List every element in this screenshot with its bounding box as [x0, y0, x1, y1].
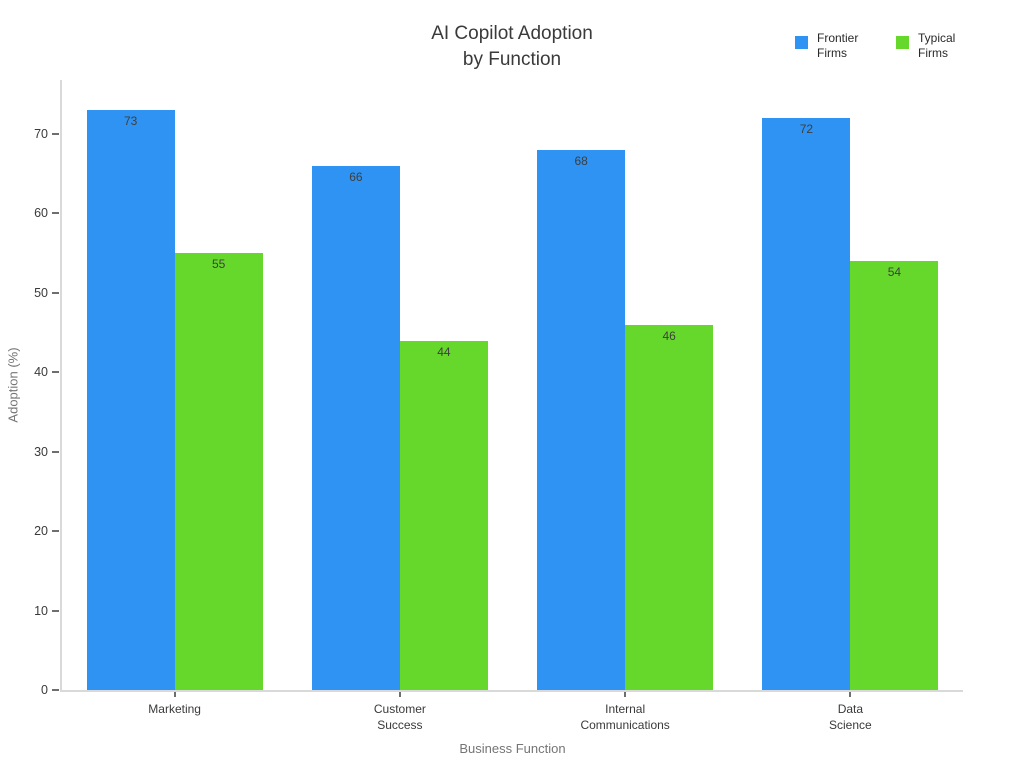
chart-title: AI Copilot Adoption by Function: [431, 23, 593, 70]
x-axis-line: [60, 690, 963, 692]
legend-item-frontier-firms: Frontier Firms: [795, 31, 869, 61]
bar-value-label-frontier-firms-marketing: 73: [123, 114, 138, 129]
legend-label-frontier: Frontier Firms: [817, 31, 859, 60]
bar-value-label-typical-firms-customer-success: 44: [437, 344, 451, 359]
bar-value-label-typical-firms-data-science: 54: [887, 265, 902, 280]
y-tick-label-20: 20: [34, 524, 48, 539]
bar-typical-firms-internal-communications: 46: [625, 324, 714, 690]
y-tick-mark-30: [52, 450, 59, 453]
x-tick-label-marketing: Marketing: [148, 702, 201, 716]
x-tick-label-customer-success: Customer Success: [373, 702, 426, 732]
y-tick-label-60: 60: [34, 206, 48, 221]
bar-value-label-frontier-firms-data-science: 72: [799, 122, 814, 137]
y-tick-label-30: 30: [34, 444, 48, 459]
bar-value-label-frontier-firms-internal-communications: 68: [574, 153, 588, 168]
bar-frontier-firms-customer-success: 66: [311, 165, 400, 690]
y-tick-label-0: 0: [41, 683, 48, 697]
bar-value-label-frontier-firms-customer-success: 66: [349, 169, 363, 184]
y-tick-label-40: 40: [34, 365, 48, 380]
y-axis-title: Adoption (%): [5, 347, 21, 423]
legend-swatch-frontier-icon: [795, 36, 808, 49]
x-tick-mark-internal-communications: [624, 692, 627, 697]
legend-item-typical-firms: Typical Firms: [896, 31, 970, 61]
x-tick-label-internal-communications: Internal Communications: [580, 702, 670, 732]
bar-typical-firms-data-science: 54: [850, 261, 939, 690]
y-tick-label-70: 70: [34, 127, 48, 142]
y-axis-line: [60, 80, 62, 692]
x-tick-label-data-science: Data Science: [829, 702, 872, 732]
plot-area: 73 55 Marketing 66 44 Customer Success 68 46 Int…: [34, 80, 963, 732]
legend-label-typical: Typical Firms: [918, 31, 956, 60]
y-tick-mark-0: [52, 689, 59, 691]
y-tick-mark-20: [52, 530, 59, 533]
bar-frontier-firms-data-science: 72: [762, 118, 851, 690]
bar-value-label-typical-firms-internal-communications: 46: [662, 328, 676, 343]
bar-value-label-typical-firms-marketing: 55: [211, 257, 226, 272]
y-tick-mark-10: [52, 609, 59, 612]
bar-frontier-firms-marketing: 73: [86, 110, 175, 690]
x-tick-mark-customer-success: [398, 692, 401, 697]
x-axis-title: Business Function: [459, 741, 566, 756]
y-tick-label-50: 50: [34, 285, 48, 300]
bar-typical-firms-customer-success: 44: [399, 340, 488, 690]
x-tick-mark-data-science: [849, 692, 852, 697]
y-tick-mark-40: [52, 371, 59, 374]
y-tick-label-10: 10: [34, 603, 48, 618]
legend-swatch-typical-icon: [896, 36, 909, 49]
bar-frontier-firms-internal-communications: 68: [537, 149, 626, 690]
y-tick-mark-60: [52, 212, 59, 215]
legend: Frontier Firms Typical Firms: [795, 31, 970, 61]
bar-typical-firms-marketing: 55: [174, 253, 263, 690]
x-tick-mark-marketing: [173, 692, 176, 697]
y-tick-mark-70: [52, 133, 59, 136]
y-tick-mark-50: [52, 291, 59, 294]
